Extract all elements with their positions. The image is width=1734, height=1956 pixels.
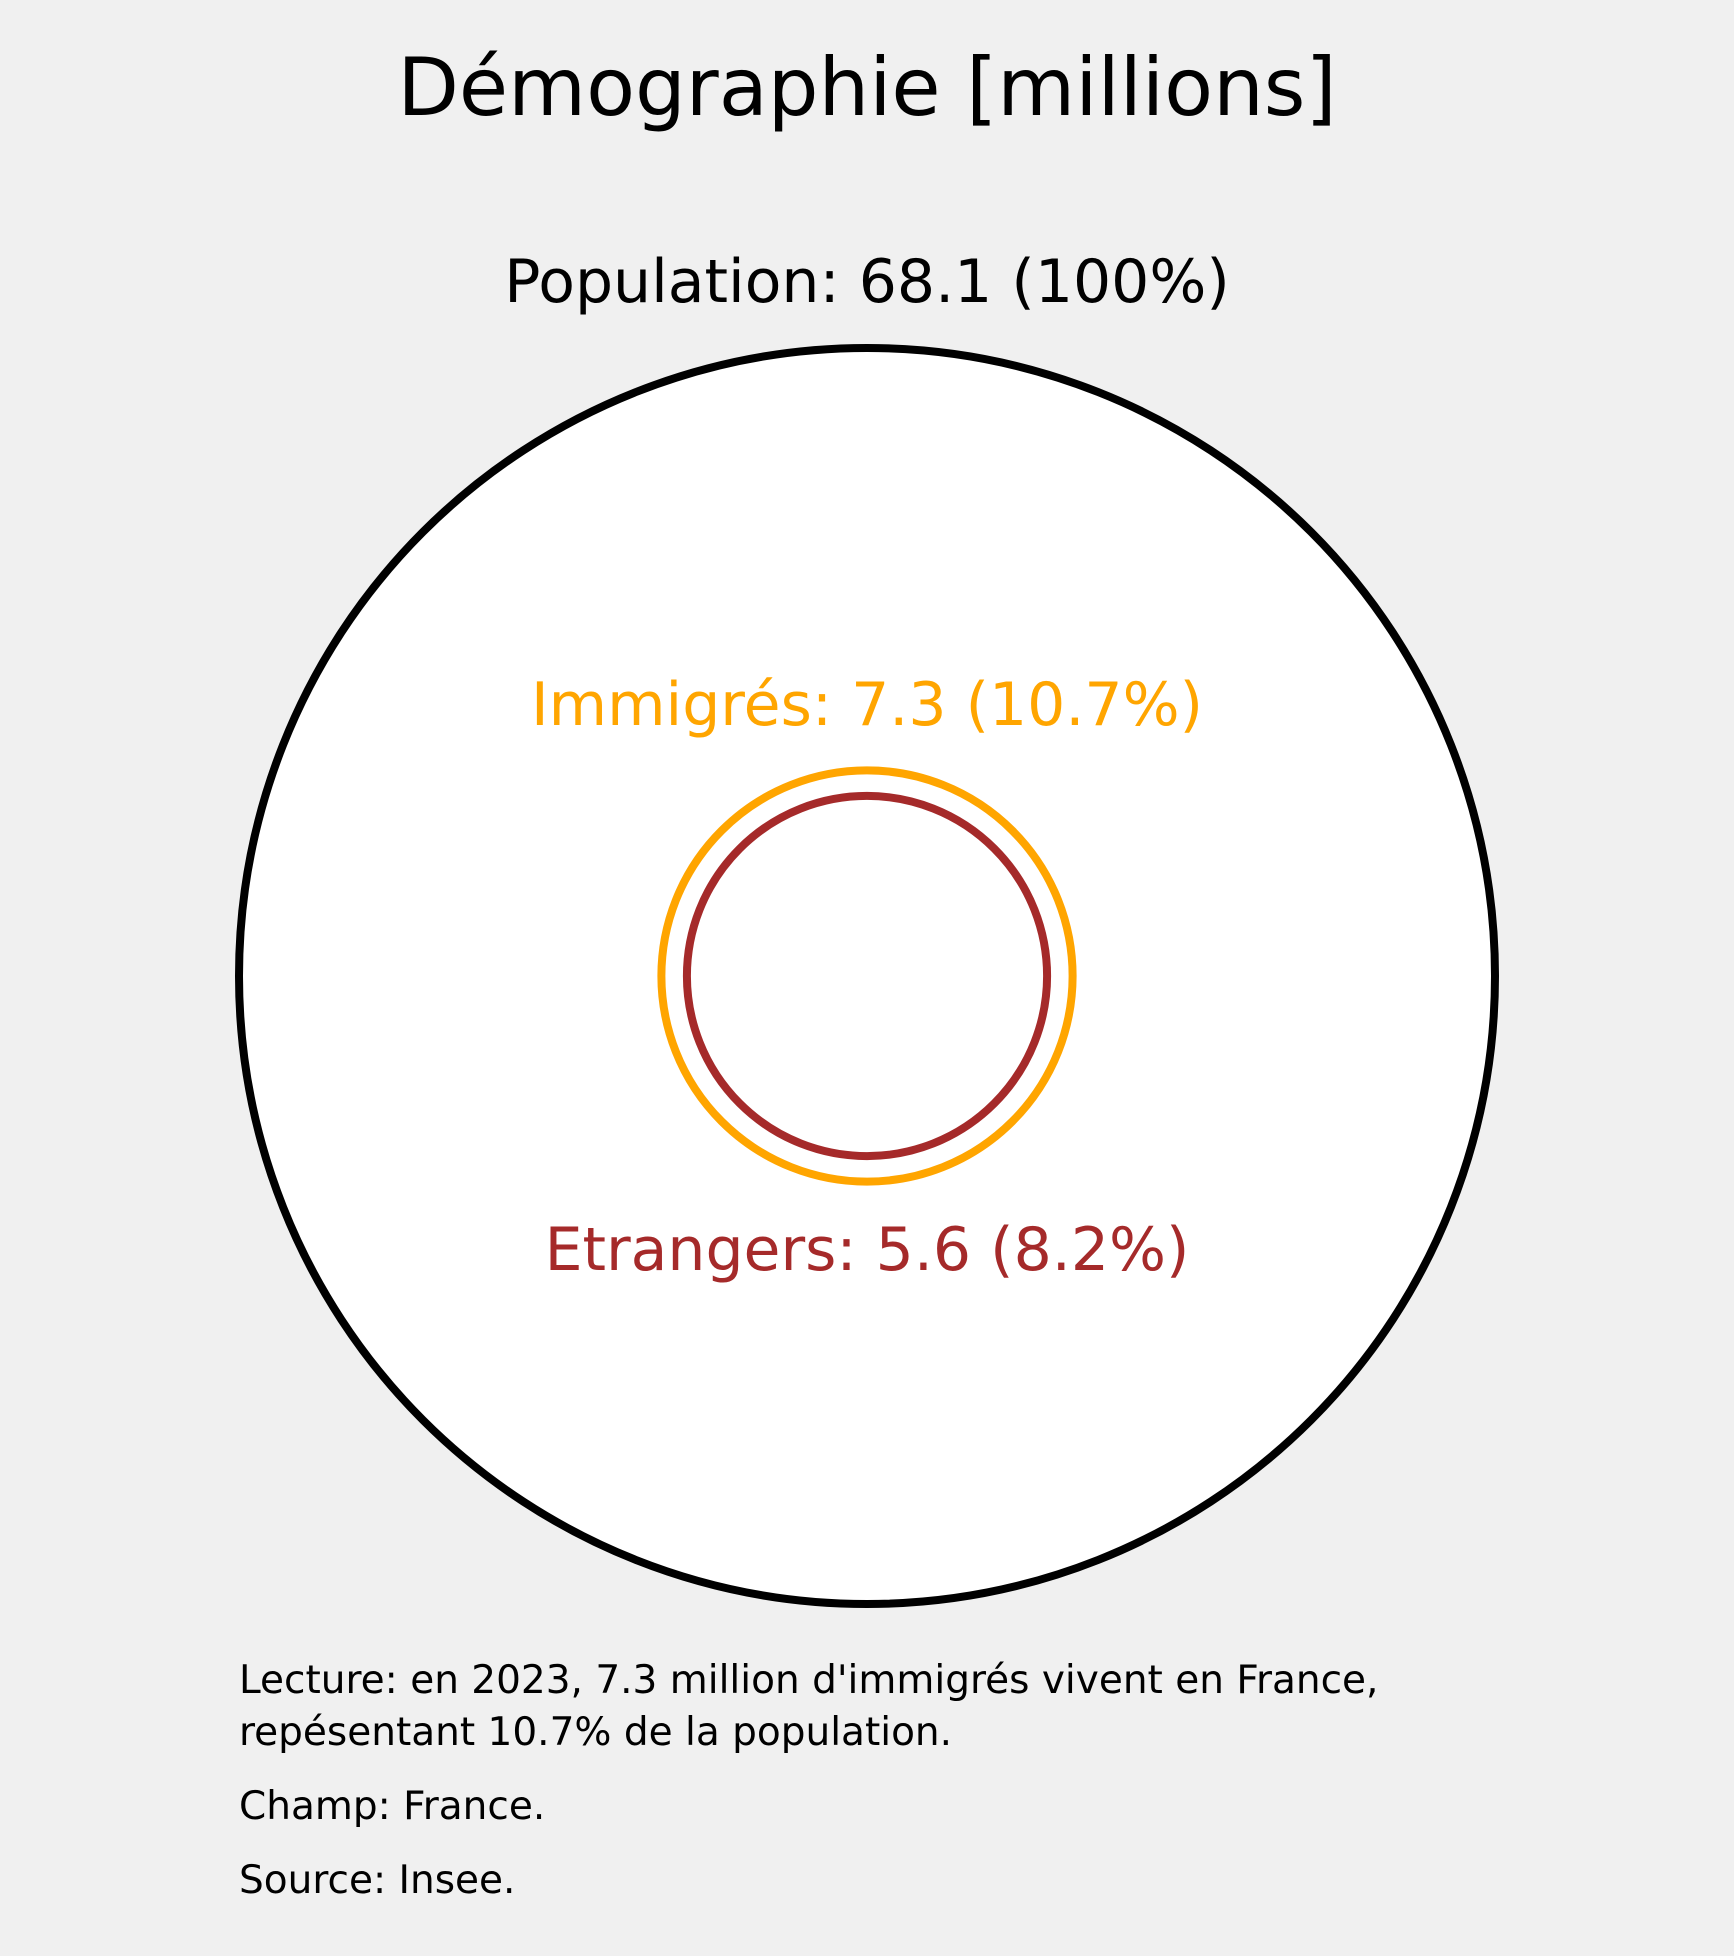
circle-immigres [657, 766, 1077, 1186]
circle-population [235, 344, 1499, 1608]
label-immigres: Immigrés: 7.3 (10.7%) [531, 670, 1203, 740]
label-population: Population: 68.1 (100%) [504, 247, 1230, 317]
label-etrangers: Etrangers: 5.6 (8.2%) [545, 1215, 1190, 1285]
note-champ: Champ: France. [239, 1784, 546, 1829]
note-source: Source: Insee. [239, 1858, 516, 1903]
chart-title: Démographie [millions] [397, 41, 1336, 134]
circle-etrangers [682, 791, 1052, 1161]
note-lecture: Lecture: en 2023, 7.3 million d'immigrés… [239, 1658, 1379, 1755]
chart-svg: Démographie [millions] Population: 68.1 … [235, 41, 1499, 1608]
chart-notes: Lecture: en 2023, 7.3 million d'immigrés… [239, 1655, 1539, 1929]
